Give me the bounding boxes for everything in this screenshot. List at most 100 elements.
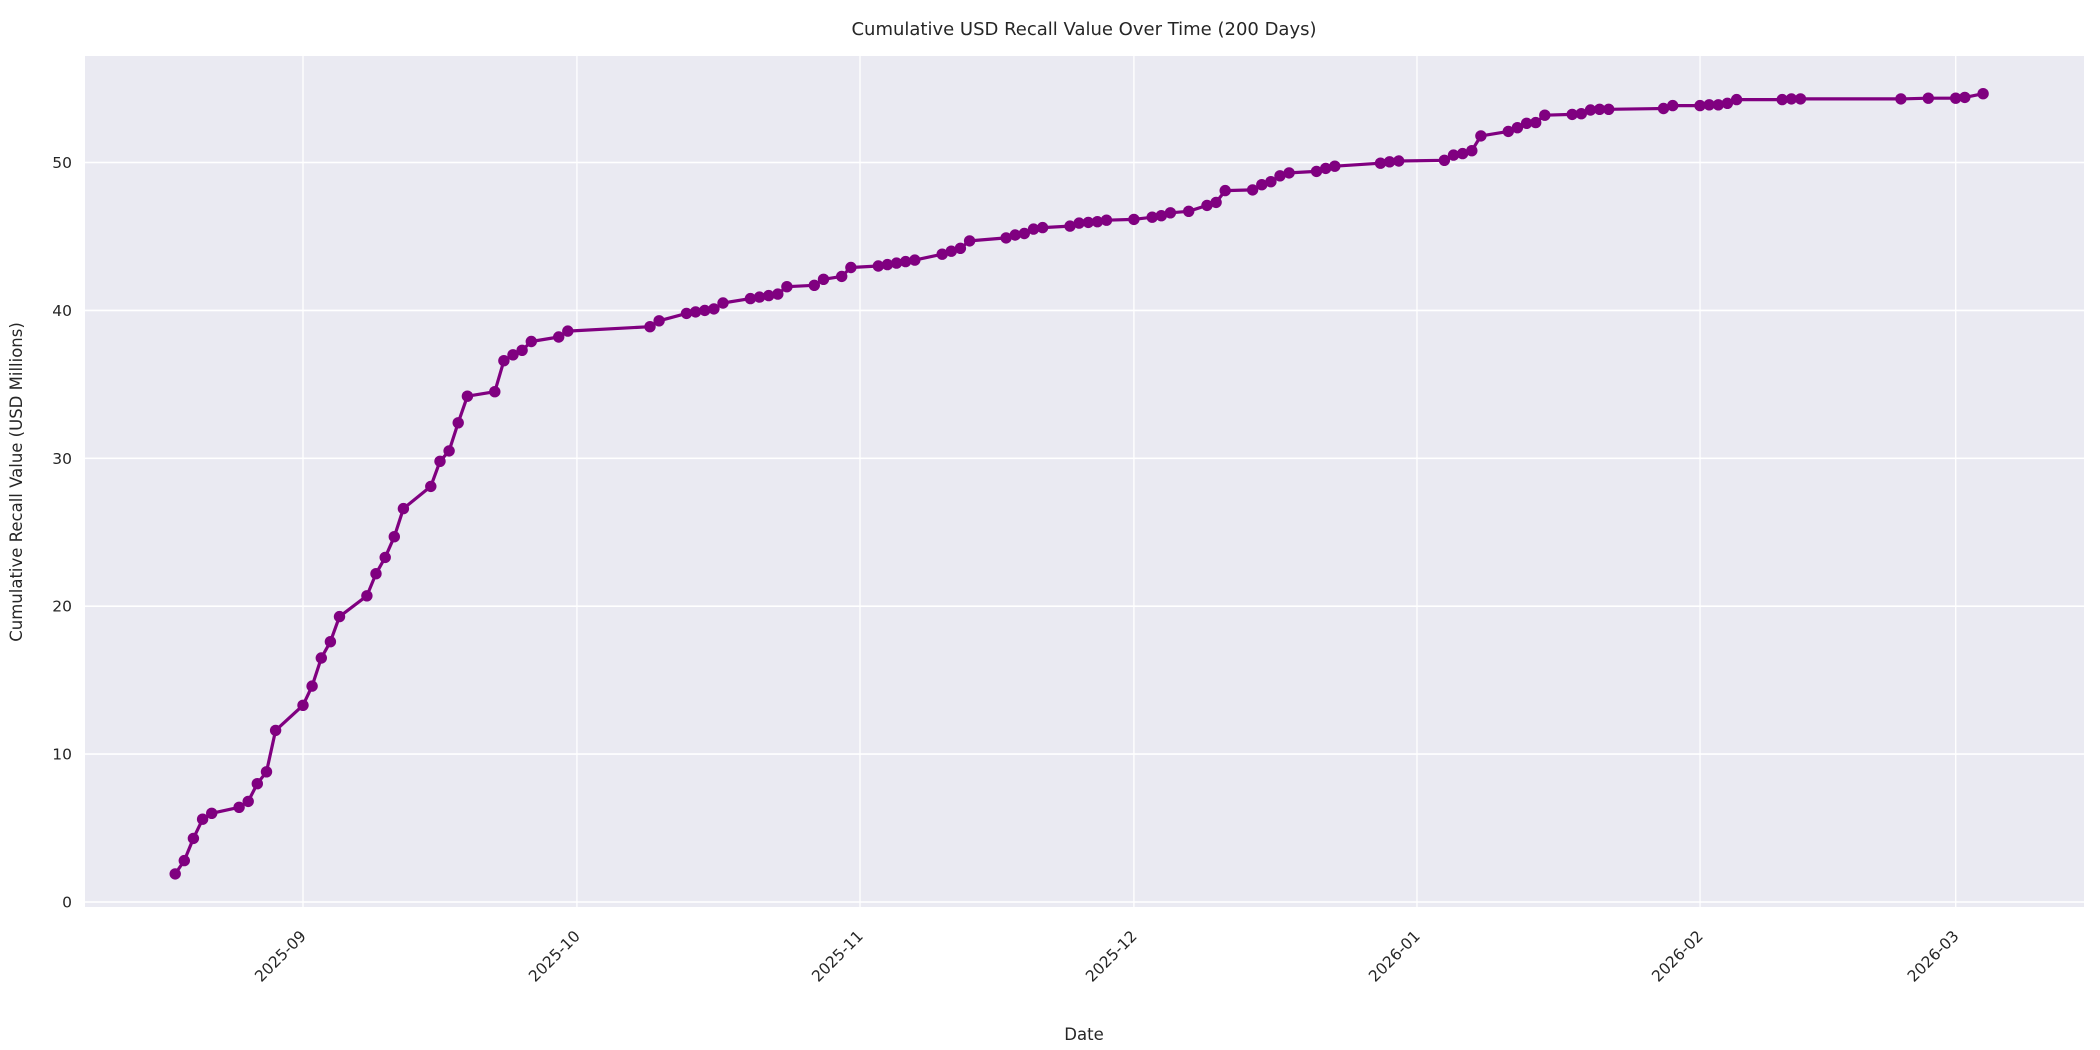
data-point-marker xyxy=(1730,93,1743,106)
x-tick-label: 2025-10 xyxy=(525,927,584,986)
data-point-marker xyxy=(1502,125,1515,138)
data-point-marker xyxy=(1310,165,1323,178)
data-point-marker xyxy=(434,455,446,467)
data-point-marker xyxy=(936,248,948,260)
data-point-marker xyxy=(1950,92,1962,104)
data-point-marker xyxy=(269,724,282,737)
data-point-marker xyxy=(525,335,537,348)
plot-area xyxy=(85,56,2084,907)
data-point-marker xyxy=(251,778,263,790)
data-point-marker xyxy=(1201,199,1213,212)
data-point-marker xyxy=(1667,99,1679,112)
data-point-marker xyxy=(1073,217,1085,229)
x-tick-label: 2025-11 xyxy=(808,927,867,986)
data-point-marker xyxy=(1794,93,1807,105)
data-point-marker xyxy=(388,531,400,543)
y-tick-labels: 0 10 20 30 40 50 xyxy=(52,154,72,912)
gridlines xyxy=(85,56,2084,907)
data-point-marker xyxy=(717,297,729,309)
data-point-marker xyxy=(781,281,793,293)
data-point-marker xyxy=(1694,99,1706,112)
y-axis-label: Cumulative Recall Value (USD Millions) xyxy=(7,322,26,642)
data-point-marker xyxy=(1164,207,1177,219)
data-point-marker xyxy=(297,699,309,711)
data-series xyxy=(169,88,1989,880)
data-point-marker xyxy=(169,868,181,880)
data-point-marker xyxy=(1064,220,1076,232)
data-point-marker xyxy=(1091,216,1104,228)
data-point-marker xyxy=(1530,116,1542,129)
data-point-marker xyxy=(333,610,346,623)
data-point-marker xyxy=(1721,97,1734,110)
data-point-marker xyxy=(1438,154,1451,166)
data-point-marker xyxy=(1466,145,1478,157)
data-point-marker xyxy=(187,832,200,845)
data-point-marker xyxy=(1959,91,1971,104)
data-point-marker xyxy=(1383,156,1396,168)
data-point-marker xyxy=(1785,93,1798,105)
data-point-marker xyxy=(1082,216,1095,229)
data-point-marker xyxy=(1475,130,1487,142)
data-point-marker xyxy=(699,304,711,317)
data-point-marker xyxy=(461,390,474,402)
data-point-marker xyxy=(763,289,775,302)
x-axis-label: Date xyxy=(1064,1025,1103,1044)
data-point-marker xyxy=(1100,214,1113,226)
data-point-marker xyxy=(909,254,921,266)
data-point-marker xyxy=(808,279,820,291)
data-point-marker xyxy=(1036,221,1049,234)
data-point-marker xyxy=(489,386,501,398)
data-point-marker xyxy=(899,255,912,268)
data-point-marker xyxy=(242,795,254,808)
data-point-marker xyxy=(1329,160,1341,172)
data-point-marker xyxy=(1511,122,1524,134)
x-tick-label: 2026-03 xyxy=(1904,927,1963,986)
data-point-marker xyxy=(1977,88,1989,100)
data-point-marker xyxy=(1265,176,1277,188)
chart-title: Cumulative USD Recall Value Over Time (2… xyxy=(851,19,1316,40)
data-point-marker xyxy=(498,355,510,367)
data-point-marker xyxy=(1155,210,1168,222)
data-point-marker xyxy=(1520,117,1533,129)
data-point-marker xyxy=(836,270,848,283)
y-tick-label: 0 xyxy=(62,894,72,912)
data-point-marker xyxy=(324,636,337,648)
data-point-marker xyxy=(1219,184,1231,197)
data-point-marker xyxy=(260,766,273,778)
data-point-marker xyxy=(370,568,382,580)
data-point-marker xyxy=(206,807,218,819)
data-point-marker xyxy=(1000,232,1012,244)
y-tick-label: 40 xyxy=(52,302,72,320)
data-point-marker xyxy=(772,288,784,300)
data-point-marker xyxy=(644,321,656,333)
data-point-marker xyxy=(1447,149,1460,161)
data-point-marker xyxy=(1146,211,1158,223)
data-point-marker xyxy=(553,331,565,343)
data-point-marker xyxy=(1210,196,1222,209)
data-point-marker xyxy=(881,258,894,271)
data-point-marker xyxy=(1575,108,1588,120)
data-point-marker xyxy=(1566,108,1578,121)
data-point-marker xyxy=(1539,109,1551,121)
data-point-marker xyxy=(1593,103,1606,116)
data-point-marker xyxy=(1018,227,1030,240)
data-point-marker xyxy=(890,257,903,269)
data-point-marker xyxy=(443,445,455,457)
data-point-marker xyxy=(306,680,318,692)
data-point-marker xyxy=(425,480,437,493)
data-point-marker xyxy=(653,315,665,327)
data-point-marker xyxy=(196,813,209,825)
x-tick-label: 2025-12 xyxy=(1082,927,1141,986)
data-point-marker xyxy=(872,260,884,272)
data-point-marker xyxy=(315,652,327,664)
data-point-marker xyxy=(680,307,693,320)
data-point-marker xyxy=(753,291,766,303)
data-point-marker xyxy=(845,261,857,274)
y-tick-label: 50 xyxy=(52,154,72,172)
data-point-marker xyxy=(1246,184,1259,196)
data-point-marker xyxy=(507,349,519,361)
data-point-marker xyxy=(361,590,373,602)
data-point-marker xyxy=(1922,92,1935,104)
